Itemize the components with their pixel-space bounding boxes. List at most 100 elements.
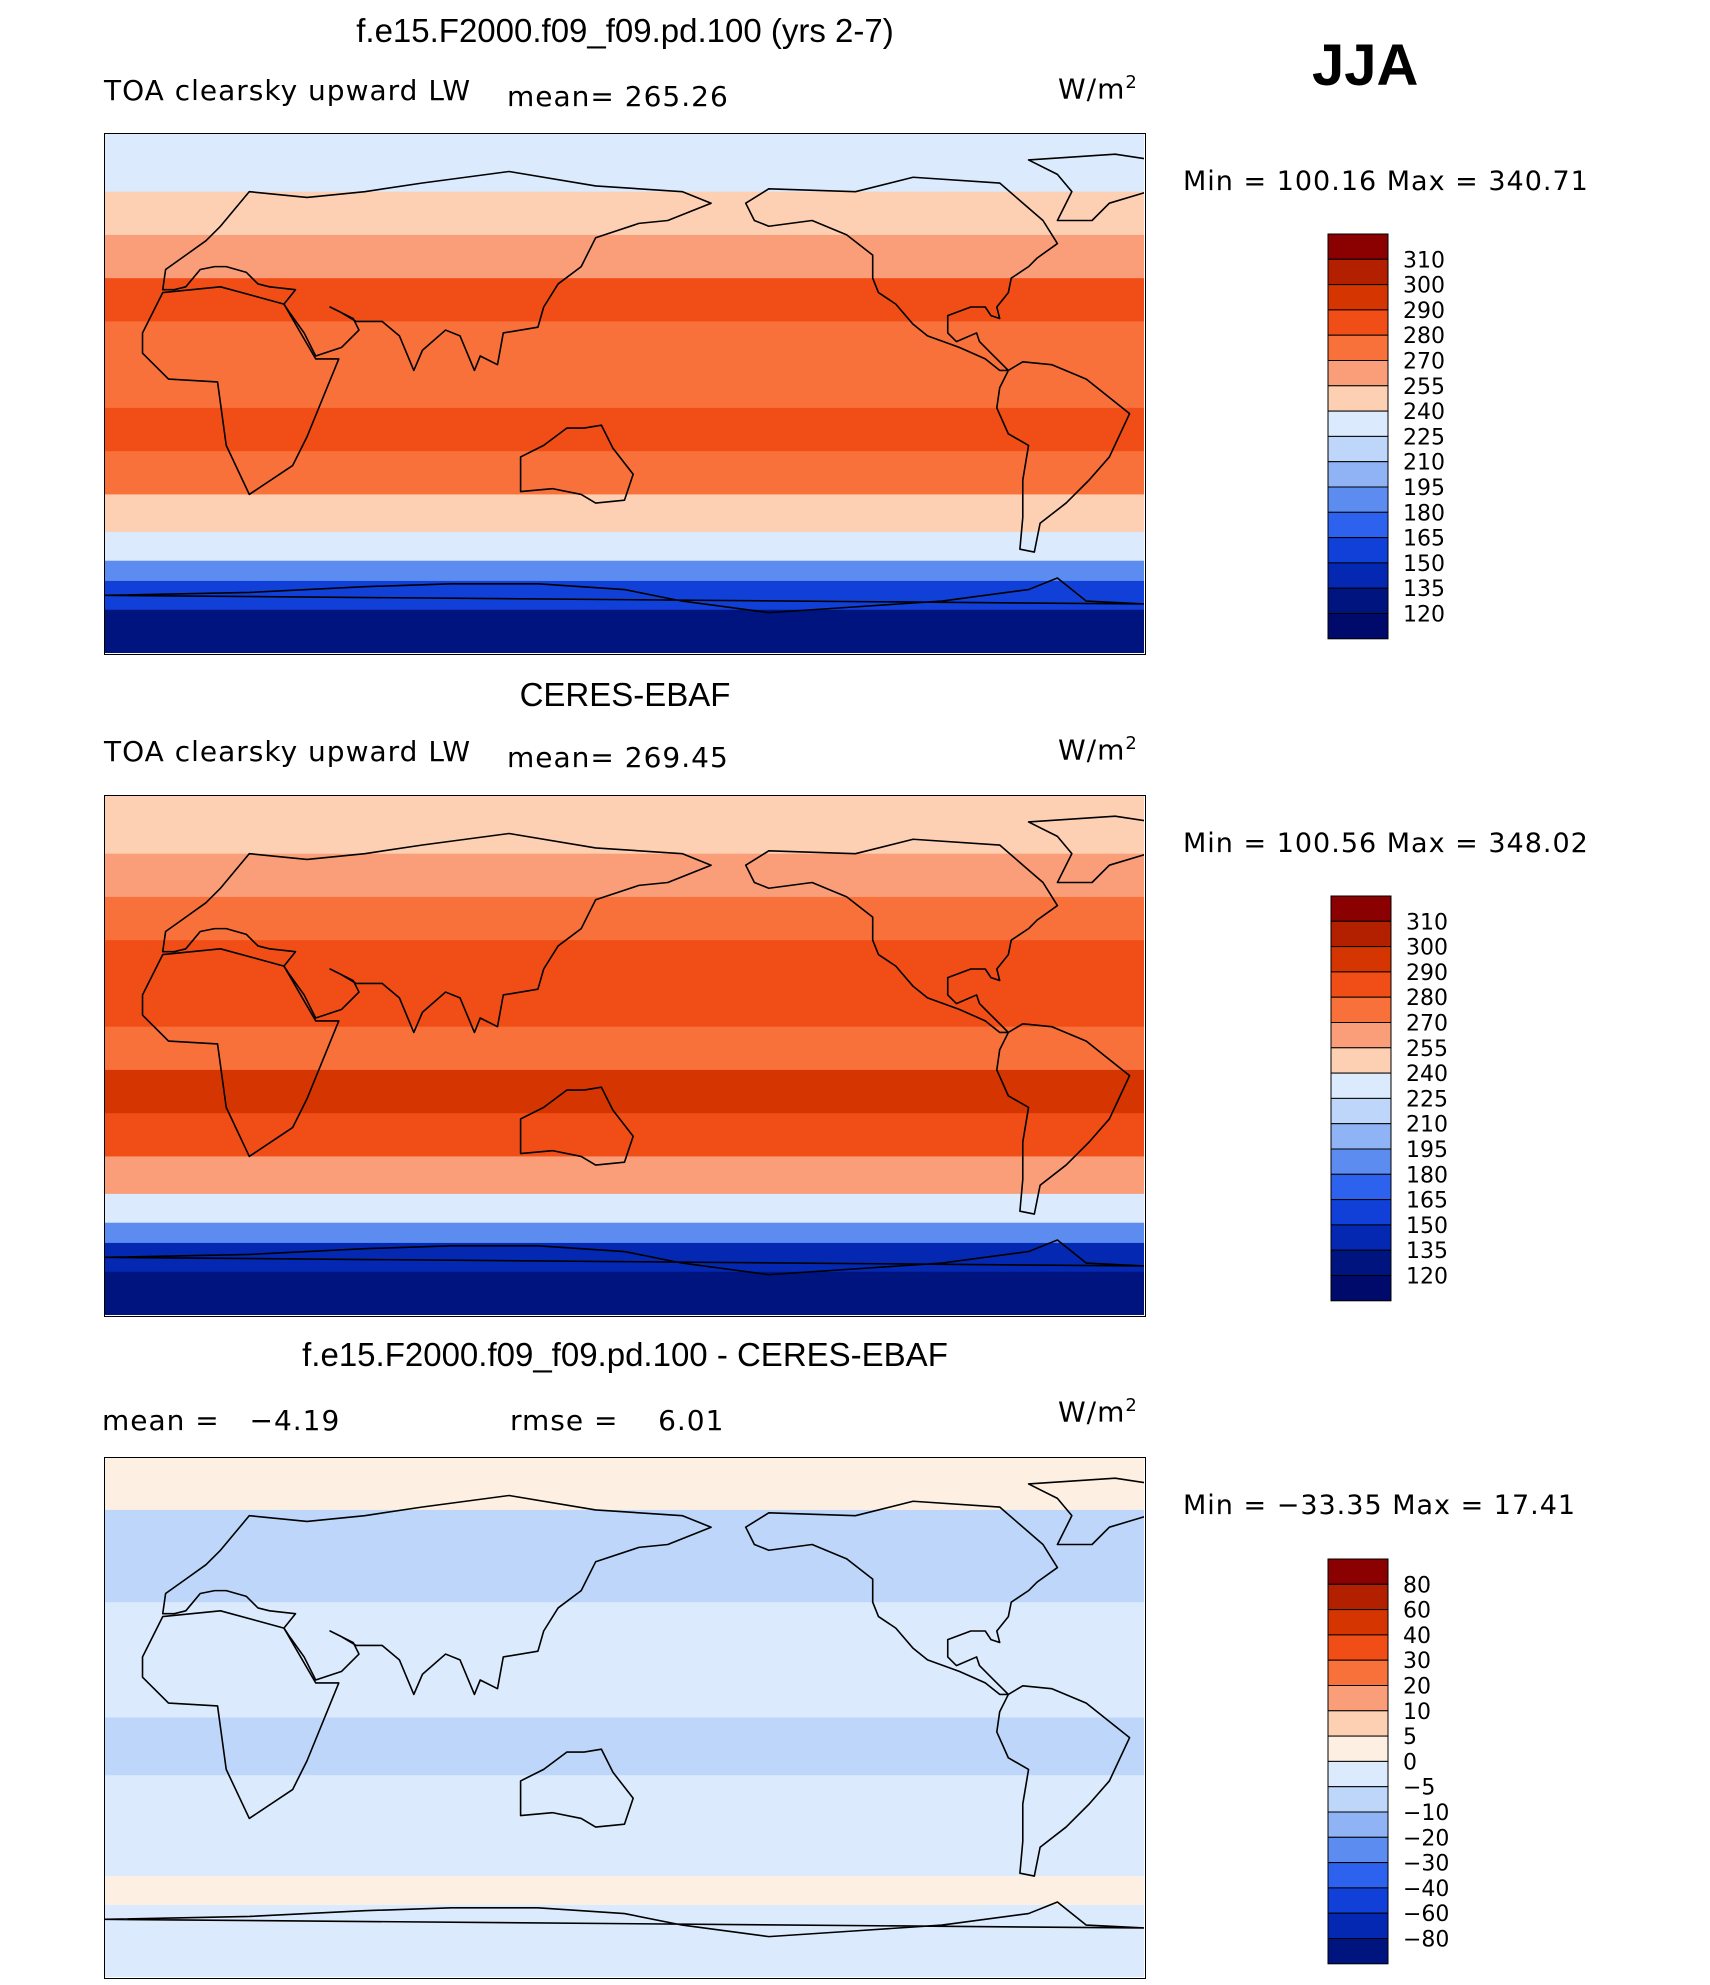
panel-3-mean-label: mean = −4.19 [102, 1404, 340, 1437]
colorbar-tick-label: 150 [1403, 552, 1445, 577]
colorbar-canvas: 3103002902802702552402252101951801651501… [1330, 895, 1448, 1302]
panel-2-variable-label: TOA clearsky upward LW [104, 735, 472, 768]
colorbar-swatch-8 [1330, 1097, 1392, 1125]
colorbar-swatch-13 [1330, 1224, 1392, 1251]
colorbar-tick-label: −20 [1403, 1826, 1449, 1851]
coastline-3 [744, 838, 1059, 1034]
colorbar-swatch-4 [1330, 996, 1392, 1023]
colorbar-swatch-6 [1327, 385, 1389, 412]
colorbar-swatch-7 [1327, 1735, 1389, 1762]
panel-3-mean-key: mean = [102, 1404, 220, 1437]
coastline-1 [161, 170, 712, 372]
colorbar-tick-label: 120 [1403, 603, 1445, 628]
lat-band-3 [105, 1602, 1144, 1661]
colorbar-tick-label: 20 [1403, 1675, 1431, 1700]
colorbar-swatch-4 [1327, 1659, 1389, 1686]
lat-band-5 [105, 1717, 1144, 1776]
colorbar-tick-label: 210 [1406, 1113, 1448, 1138]
colorbar-tick-label: 310 [1406, 910, 1448, 935]
colorbar-tick-label: 5 [1403, 1725, 1417, 1750]
colorbar-swatch-1 [1330, 920, 1392, 948]
colorbar-swatch-11 [1327, 511, 1389, 539]
panel-1-units-exp: 2 [1125, 72, 1138, 93]
colorbar-tick-label: −10 [1403, 1801, 1449, 1826]
colorbar-swatch-2 [1327, 1609, 1389, 1636]
panel-1-mean-value: 265.26 [624, 80, 729, 113]
colorbar-canvas: 3103002902802702552402252101951801651501… [1327, 233, 1445, 640]
colorbar-swatch-6 [1330, 1047, 1392, 1074]
lat-band-7 [105, 451, 1144, 495]
panel-2-mean-label: mean= 269.45 [507, 741, 729, 774]
colorbar-swatch-11 [1330, 1173, 1392, 1201]
coastline-3 [744, 176, 1059, 372]
colorbar-swatch-0 [1330, 895, 1392, 922]
colorbar-swatch-14 [1327, 587, 1389, 615]
panel-3-rmse-value: 6.01 [658, 1404, 725, 1437]
colorbar-tick-label: 225 [1406, 1087, 1448, 1112]
colorbar-tick-label: 30 [1403, 1649, 1431, 1674]
colorbar-swatch-13 [1327, 1887, 1389, 1914]
colorbar-tick-label: 240 [1406, 1062, 1448, 1087]
lat-band-6 [105, 407, 1144, 452]
lat-band-2 [105, 1558, 1144, 1603]
panel-1-colorbar: 310 300 290 280 270 255 240 225 210 195 180 165 150 1… [1327, 233, 1487, 640]
colorbar-tick-label: 270 [1406, 1012, 1448, 1037]
panel-2-mean-key: mean= [507, 741, 615, 774]
lat-band-3 [105, 940, 1144, 984]
colorbar-tick-label: 120 [1406, 1265, 1448, 1290]
colorbar-tick-label: 280 [1403, 324, 1445, 349]
lat-band-10 [105, 560, 1144, 582]
panel-1-variable-label: TOA clearsky upward LW [104, 74, 472, 107]
panel-2-units: W/m2 [1058, 733, 1138, 766]
lat-band-7 [105, 1832, 1144, 1877]
lat-band-8 [105, 1876, 1144, 1906]
colorbar-swatch-9 [1327, 1786, 1389, 1813]
colorbar-tick-label: −5 [1403, 1776, 1435, 1801]
colorbar-tick-label: 40 [1403, 1624, 1431, 1649]
colorbar-swatch-10 [1327, 1811, 1389, 1838]
panel-3-rmse-label: rmse = 6.01 [510, 1404, 724, 1437]
coastline-4 [996, 1022, 1131, 1215]
colorbar-tick-label: 270 [1403, 350, 1445, 375]
coastline-2 [519, 1748, 634, 1828]
coastline-0 [141, 948, 340, 1158]
colorbar-swatch-0 [1327, 1558, 1389, 1585]
panel-3-rmse-key: rmse = [510, 1404, 619, 1437]
coastline-5 [1027, 1477, 1144, 1546]
map-canvas [105, 134, 1144, 653]
map-canvas [105, 1458, 1144, 1977]
lat-band-2 [105, 234, 1144, 279]
lat-band-4 [105, 983, 1144, 1028]
coastline-1 [161, 1494, 712, 1696]
coastline-4 [996, 1684, 1131, 1877]
colorbar-tick-label: −30 [1403, 1852, 1449, 1877]
panel-1-minmax: Min = 100.16 Max = 340.71 [1183, 166, 1589, 197]
colorbar-tick-label: 195 [1406, 1138, 1448, 1163]
panel-2-colorbar: 310 300 290 280 270 255 240 225 210 195 180 165 150 1… [1330, 895, 1490, 1302]
colorbar-tick-label: 60 [1403, 1599, 1431, 1624]
colorbar-tick-label: 280 [1406, 986, 1448, 1011]
colorbar-tick-label: 80 [1403, 1573, 1431, 1598]
colorbar-tick-label: 150 [1406, 1214, 1448, 1239]
colorbar-swatch-7 [1327, 410, 1389, 437]
colorbar-swatch-6 [1327, 1710, 1389, 1737]
coastline-6 [105, 1901, 1144, 1938]
colorbar-swatch-2 [1327, 284, 1389, 311]
panel-3-units-base: W/m [1058, 1395, 1126, 1429]
panel-2-units-base: W/m [1058, 733, 1126, 767]
colorbar-tick-label: 300 [1403, 274, 1445, 299]
panel-1-title: f.e15.F2000.f09_f09.pd.100 (yrs 2-7) [356, 12, 894, 49]
lat-band-4 [105, 321, 1144, 366]
lat-band-9 [105, 531, 1144, 562]
coastline-6 [105, 577, 1144, 614]
lat-band-3 [105, 278, 1144, 322]
colorbar-swatch-5 [1327, 360, 1389, 387]
lat-band-10 [105, 1942, 1144, 1977]
colorbar-tick-label: 290 [1406, 961, 1448, 986]
colorbar-swatch-8 [1327, 435, 1389, 463]
colorbar-tick-label: 135 [1403, 577, 1445, 602]
colorbar-swatch-10 [1327, 486, 1389, 513]
colorbar-swatch-0 [1327, 233, 1389, 260]
colorbar-tick-label: −40 [1403, 1877, 1449, 1902]
